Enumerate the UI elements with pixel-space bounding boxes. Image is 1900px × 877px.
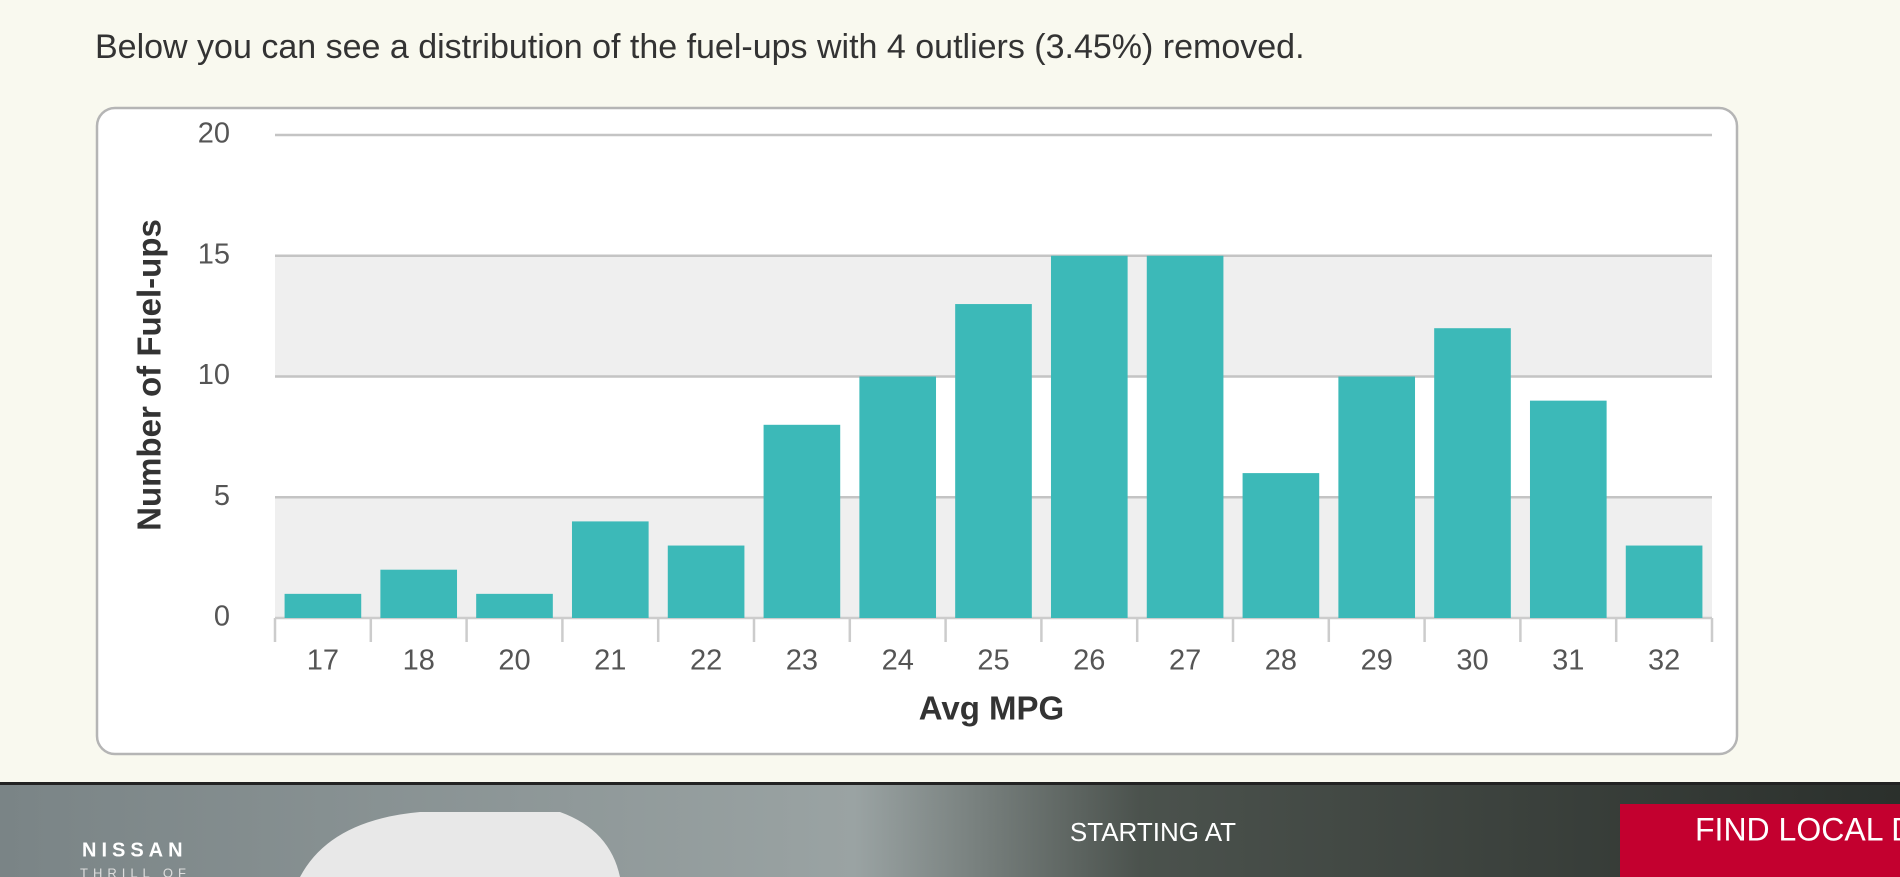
ad-button-text[interactable]: FIND LOCAL DEALERS: [1695, 811, 1900, 847]
ad-banner: NISSAN THRILL OF STARTING AT FIND LOCAL …: [0, 782, 1900, 877]
bar: [1338, 376, 1416, 618]
bar: [380, 569, 458, 618]
x-axis-title: Avg MPG: [919, 690, 1064, 727]
bar: [1529, 400, 1607, 618]
x-tick-label: 28: [1265, 645, 1297, 677]
ad-background: [0, 784, 1900, 877]
bar: [667, 545, 745, 618]
bar: [1625, 545, 1703, 618]
bar: [955, 304, 1032, 618]
bar: [763, 424, 841, 618]
bar: [571, 521, 649, 618]
x-tick-label: 17: [307, 645, 339, 677]
x-tick-label: 29: [1361, 645, 1393, 677]
bar: [859, 376, 937, 618]
bar: [1146, 255, 1224, 618]
bar: [476, 593, 553, 618]
y-tick-label: 0: [214, 601, 230, 633]
x-tick-label: 32: [1648, 645, 1680, 677]
y-tick-label: 10: [198, 359, 230, 391]
x-tick-label: 23: [786, 645, 818, 677]
x-tick-label: 21: [594, 645, 626, 677]
bar: [1050, 255, 1128, 618]
ad-tagline: THRILL OF: [80, 865, 191, 877]
y-tick-label: 15: [198, 238, 230, 270]
ad-border: [0, 782, 1900, 785]
x-tick-label: 27: [1169, 645, 1201, 677]
x-tick-label: 22: [690, 645, 722, 677]
x-tick-label: 25: [977, 645, 1009, 677]
x-tick-label: 31: [1552, 645, 1584, 677]
y-tick-label: 20: [198, 118, 230, 150]
bar: [1242, 473, 1320, 618]
y-tick-label: 5: [214, 480, 230, 512]
ad-offer: STARTING AT: [1070, 817, 1236, 847]
x-tick-label: 26: [1073, 645, 1105, 677]
x-tick-label: 24: [882, 645, 914, 677]
ad-button[interactable]: [1620, 804, 1900, 877]
x-tick-label: 18: [403, 645, 435, 677]
ad-brand: NISSAN: [82, 839, 188, 861]
bar: [284, 593, 362, 618]
ad-car: [300, 812, 620, 877]
intro-text: Below you can see a distribution of the …: [95, 28, 1305, 66]
y-axis-title: Number of Fuel-ups: [131, 219, 168, 531]
x-tick-label: 20: [498, 645, 530, 677]
bar: [1434, 328, 1511, 618]
x-tick-label: 30: [1456, 645, 1488, 677]
